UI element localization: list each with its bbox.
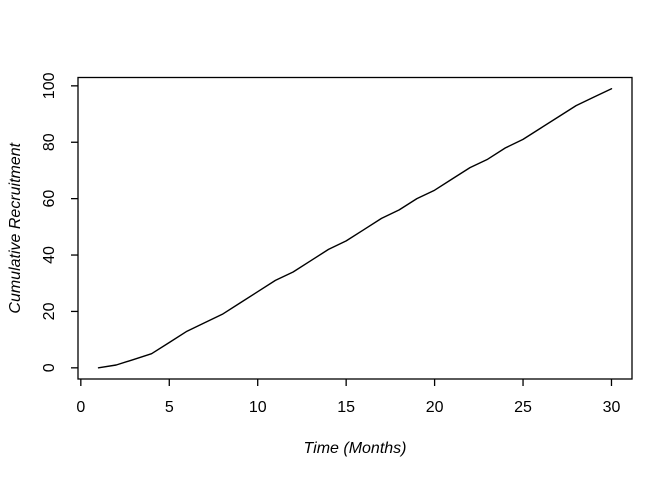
x-tick-label: 5 [165,399,174,416]
y-tick-label: 40 [41,246,58,264]
y-tick-label: 20 [41,302,58,320]
x-tick-label: 10 [249,399,267,416]
y-axis-ticks: 0 20 40 60 80 100 [41,72,78,372]
y-axis-title: Cumulative Recruitment [7,142,24,313]
x-tick-label: 15 [337,399,355,416]
plot-border [77,76,633,380]
x-tick-label: 0 [76,399,85,416]
x-tick-label: 20 [426,399,444,416]
recruitment-line [97,87,613,369]
x-tick-label: 30 [603,399,621,416]
y-tick-label: 100 [41,72,58,99]
y-tick-label: 60 [41,190,58,208]
y-tick-label: 0 [41,363,58,372]
x-axis-ticks: 0 5 10 15 20 25 30 [76,379,620,416]
y-tick-label: 80 [41,133,58,151]
x-axis-title: Time (Months) [304,440,407,457]
x-tick-label: 25 [514,399,532,416]
